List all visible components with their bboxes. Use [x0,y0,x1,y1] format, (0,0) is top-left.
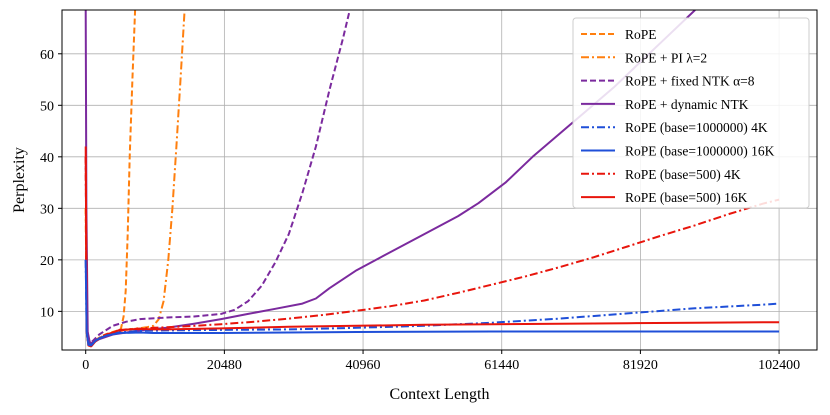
legend: RoPE RoPE + PI λ=2 RoPE + fixed NTK α=8 RoP… [572,17,810,209]
legend-entry-label: RoPE (base=500) 4K [625,167,741,182]
x-axis-label: Context Length [390,386,490,403]
x-axis-ticks: 0 20480 40960 61440 81920 102400 [82,350,800,373]
x-tick-label: 81920 [623,358,658,373]
y-tick-label: 50 [40,99,54,114]
y-tick-label: 40 [40,151,54,166]
series-line [84,146,780,348]
x-tick-label: 40960 [346,358,381,373]
legend-box [572,17,810,209]
x-tick-label: 61440 [484,358,519,373]
series-line [84,10,186,346]
y-axis-label: Perplexity [11,147,28,213]
x-tick-label: 0 [82,358,89,373]
series-line [84,259,780,347]
y-tick-label: 10 [40,305,54,320]
y-axis-ticks: 10 20 30 40 50 60 [40,48,62,320]
series-line [84,10,351,344]
legend-entry-label: RoPE [625,27,657,42]
legend-entry-label: RoPE (base=1000000) 4K [625,120,768,135]
x-tick-label: 102400 [758,358,800,373]
y-tick-label: 60 [40,48,54,63]
plot-frame [61,9,818,351]
series-group [84,10,780,348]
y-tick-label: 30 [40,202,54,217]
legend-entry-label: RoPE + fixed NTK α=8 [625,74,755,89]
x-tick-label: 20480 [207,358,242,373]
legend-entry-label: RoPE (base=1000000) 16K [625,144,775,159]
legend-entry-label: RoPE + PI λ=2 [625,50,707,65]
legend-entry-label: RoPE + dynamic NTK [625,97,749,112]
legend-entry-label: RoPE (base=500) 16K [625,190,748,205]
y-tick-label: 20 [40,254,54,269]
series-line [84,10,137,346]
